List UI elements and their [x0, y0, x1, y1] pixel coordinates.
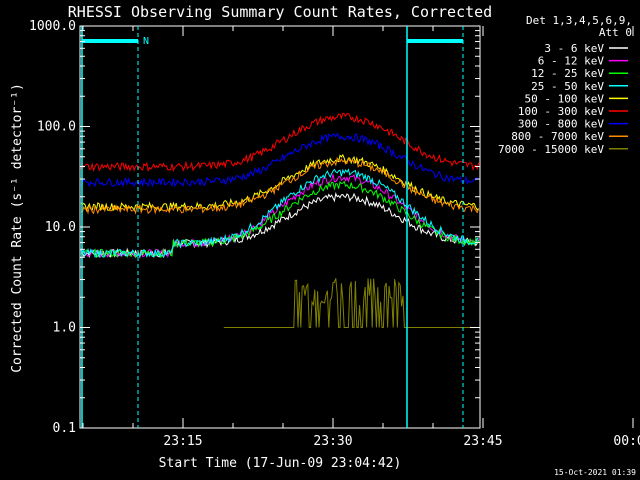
- legend-entry-label: 25 - 50 keV: [531, 80, 604, 93]
- legend-entry-label: 3 - 6 keV: [544, 42, 604, 55]
- series-line-3-6-kev: [80, 191, 480, 259]
- series-line-12-25-kev: [80, 180, 480, 259]
- night-bar: [407, 39, 463, 43]
- legend-entry-label: 100 - 300 keV: [518, 105, 604, 118]
- y-tick-label: 1.0: [53, 321, 76, 336]
- series-layer: [80, 112, 480, 328]
- series-line-800-7000-kev: [80, 156, 480, 215]
- y-tick-label: 10.0: [45, 220, 76, 235]
- legend-entry-label: 300 - 800 keV: [518, 118, 604, 131]
- y-tick-label: 1000.0: [29, 19, 76, 34]
- legend-entry-label: 6 - 12 keV: [538, 55, 605, 68]
- y-tick-label: 0.1: [53, 421, 76, 436]
- chart-title: RHESSI Observing Summary Count Rates, Co…: [68, 3, 492, 21]
- series-line-25-50-kev: [80, 168, 479, 259]
- series-line-7000-15000-kev: [223, 278, 479, 328]
- legend-entry-label: 50 - 100 keV: [525, 92, 605, 105]
- y-tick-label: 100.0: [37, 120, 76, 135]
- annotation-n: N: [143, 36, 149, 47]
- flag-layer: N: [81, 26, 464, 428]
- x-tick-label: 23:30: [313, 434, 352, 449]
- footer-timestamp: 15-Oct-2021 01:39: [554, 468, 636, 477]
- legend-entry-label: 7000 - 15000 keV: [498, 143, 604, 156]
- legend-header: Det 1,3,4,5,6,9,: [526, 14, 632, 27]
- legend-entry-label: 12 - 25 keV: [531, 67, 604, 80]
- series-line-300-800-kev: [80, 132, 479, 188]
- x-tick-label: 23:45: [463, 434, 502, 449]
- legend-header: Att 0: [599, 26, 632, 39]
- x-tick-label: 23:15: [163, 434, 202, 449]
- legend-entry-label: 800 - 7000 keV: [511, 130, 604, 143]
- series-line-100-300-kev: [80, 112, 480, 172]
- x-axis-label: Start Time (17-Jun-09 23:04:42): [159, 456, 402, 471]
- y-axis-label: Corrected Count Rate (s⁻¹ detector⁻¹): [10, 83, 25, 373]
- night-bar: [82, 39, 138, 43]
- axis-layer: 0.1 1.0 10.0 100.0 1000.0 23:15 23:30 23:45 00:0…: [29, 19, 640, 449]
- x-tick-label: 00:00: [613, 434, 640, 449]
